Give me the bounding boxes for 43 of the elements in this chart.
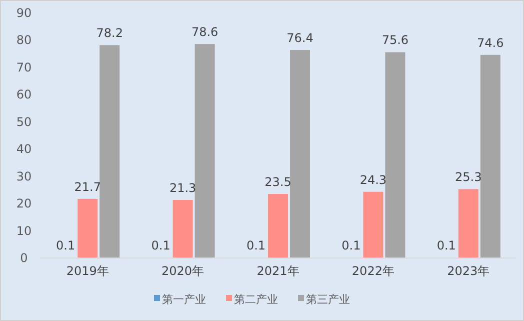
y-tick-label: 70 bbox=[16, 60, 32, 74]
y-tick-label: 90 bbox=[16, 6, 32, 20]
data-label: 78.6 bbox=[191, 25, 218, 40]
data-label: 76.4 bbox=[286, 31, 314, 46]
y-tick-label: 0 bbox=[20, 251, 28, 265]
data-label: 21.3 bbox=[169, 181, 196, 196]
data-label: 25.3 bbox=[455, 170, 482, 184]
y-tick-label: 40 bbox=[16, 142, 32, 156]
x-tick-label: 2023年 bbox=[447, 264, 490, 278]
data-label: 0.1 bbox=[342, 238, 361, 253]
bar bbox=[268, 194, 288, 258]
y-tick-label: 30 bbox=[16, 169, 32, 184]
bar bbox=[363, 192, 384, 258]
data-label: 0.1 bbox=[246, 238, 266, 253]
x-tick-label: 2019年 bbox=[66, 264, 109, 278]
bar bbox=[194, 44, 215, 258]
x-tick-label: 2022年 bbox=[352, 264, 394, 278]
data-label: 0.1 bbox=[436, 238, 456, 253]
bar bbox=[172, 200, 193, 258]
y-tick-label: 80 bbox=[16, 33, 32, 48]
y-tick-label: 60 bbox=[16, 88, 32, 102]
data-label: 21.7 bbox=[74, 180, 101, 194]
data-label: 78.2 bbox=[96, 26, 123, 40]
legend-label: 第一产业 bbox=[162, 293, 206, 306]
bar bbox=[480, 54, 500, 258]
legend-label: 第二产业 bbox=[234, 293, 278, 306]
bar bbox=[290, 50, 310, 258]
y-tick-label: 20 bbox=[16, 196, 32, 211]
data-label: 24.3 bbox=[360, 172, 387, 187]
y-tick-label: 50 bbox=[16, 114, 32, 129]
data-label: 75.6 bbox=[382, 33, 409, 48]
y-tick-label: 10 bbox=[16, 224, 32, 238]
legend-label: 第三产业 bbox=[306, 293, 350, 306]
data-label: 74.6 bbox=[477, 36, 504, 50]
x-tick-label: 2021年 bbox=[256, 264, 300, 278]
bar bbox=[458, 189, 478, 258]
data-label: 0.1 bbox=[56, 238, 76, 253]
x-tick-label: 2020年 bbox=[162, 264, 204, 278]
bar bbox=[100, 45, 120, 258]
bar bbox=[385, 52, 406, 258]
data-label: 23.5 bbox=[264, 175, 292, 190]
bar bbox=[78, 198, 98, 258]
data-label: 0.1 bbox=[151, 238, 170, 253]
